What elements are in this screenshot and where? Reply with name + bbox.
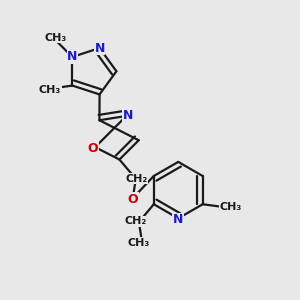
Text: N: N: [94, 42, 105, 55]
Text: CH₃: CH₃: [128, 238, 150, 248]
Text: CH₂: CH₂: [124, 217, 146, 226]
Text: CH₃: CH₃: [219, 202, 242, 212]
Text: O: O: [88, 142, 98, 154]
Text: N: N: [123, 109, 133, 122]
Text: O: O: [128, 193, 138, 206]
Text: CH₂: CH₂: [126, 174, 148, 184]
Text: N: N: [173, 213, 183, 226]
Text: CH₃: CH₃: [39, 85, 61, 95]
Text: N: N: [67, 50, 77, 63]
Text: CH₃: CH₃: [45, 33, 67, 43]
